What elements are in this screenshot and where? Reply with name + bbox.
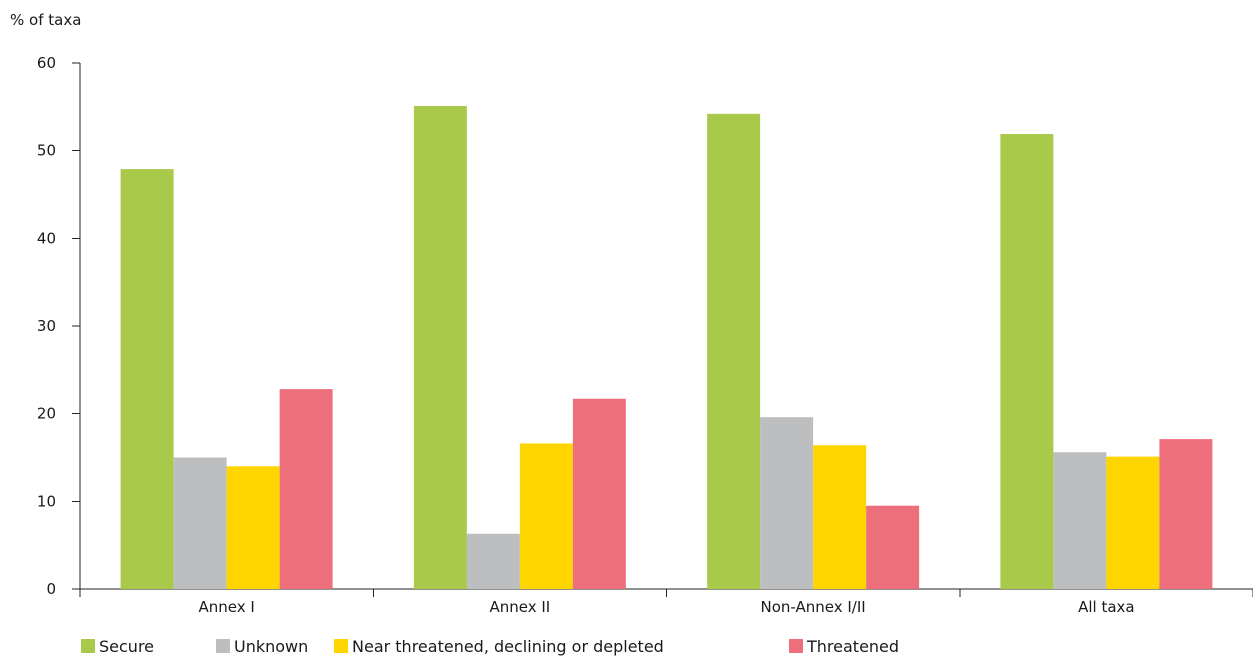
bar xyxy=(707,113,761,589)
bars xyxy=(120,105,1213,589)
bar xyxy=(1053,452,1107,589)
y-tick-label: 30 xyxy=(37,317,56,335)
x-category-label: Non-Annex I/II xyxy=(761,598,866,616)
bar xyxy=(760,417,814,589)
y-tick-label: 0 xyxy=(46,580,56,598)
bar xyxy=(813,445,867,589)
bar xyxy=(226,466,280,589)
legend-swatch xyxy=(789,639,803,653)
bar xyxy=(466,533,520,589)
bar xyxy=(866,505,920,589)
legend: Secure Unknown Near threatened, declining … xyxy=(81,637,899,656)
legend-swatch xyxy=(216,639,230,653)
legend-label: Threatened xyxy=(806,637,899,656)
x-axis: Annex I Annex II Non-Annex I/II All taxa xyxy=(79,588,1253,616)
x-category-label: Annex I xyxy=(198,598,254,616)
bar xyxy=(413,105,467,589)
x-category-label: Annex II xyxy=(490,598,551,616)
bar xyxy=(1106,456,1160,589)
bar xyxy=(519,443,573,589)
y-tick-label: 60 xyxy=(37,54,56,72)
bar xyxy=(279,389,333,589)
bar xyxy=(1000,134,1054,589)
y-tick-label: 10 xyxy=(37,492,56,510)
bar xyxy=(120,169,174,589)
legend-swatch xyxy=(81,639,95,653)
legend-swatch xyxy=(334,639,348,653)
y-axis-label: % of taxa xyxy=(10,11,81,29)
bar xyxy=(173,457,227,589)
legend-label: Unknown xyxy=(234,637,308,656)
y-tick-label: 50 xyxy=(37,142,56,160)
y-axis: 0 10 20 30 40 50 60 xyxy=(37,54,81,598)
legend-label: Secure xyxy=(99,637,154,656)
x-category-label: All taxa xyxy=(1078,598,1135,616)
bar xyxy=(1159,439,1213,589)
legend-label: Near threatened, declining or depleted xyxy=(352,637,664,656)
y-tick-label: 40 xyxy=(37,229,56,247)
y-tick-label: 20 xyxy=(37,405,56,423)
bar xyxy=(572,398,626,589)
